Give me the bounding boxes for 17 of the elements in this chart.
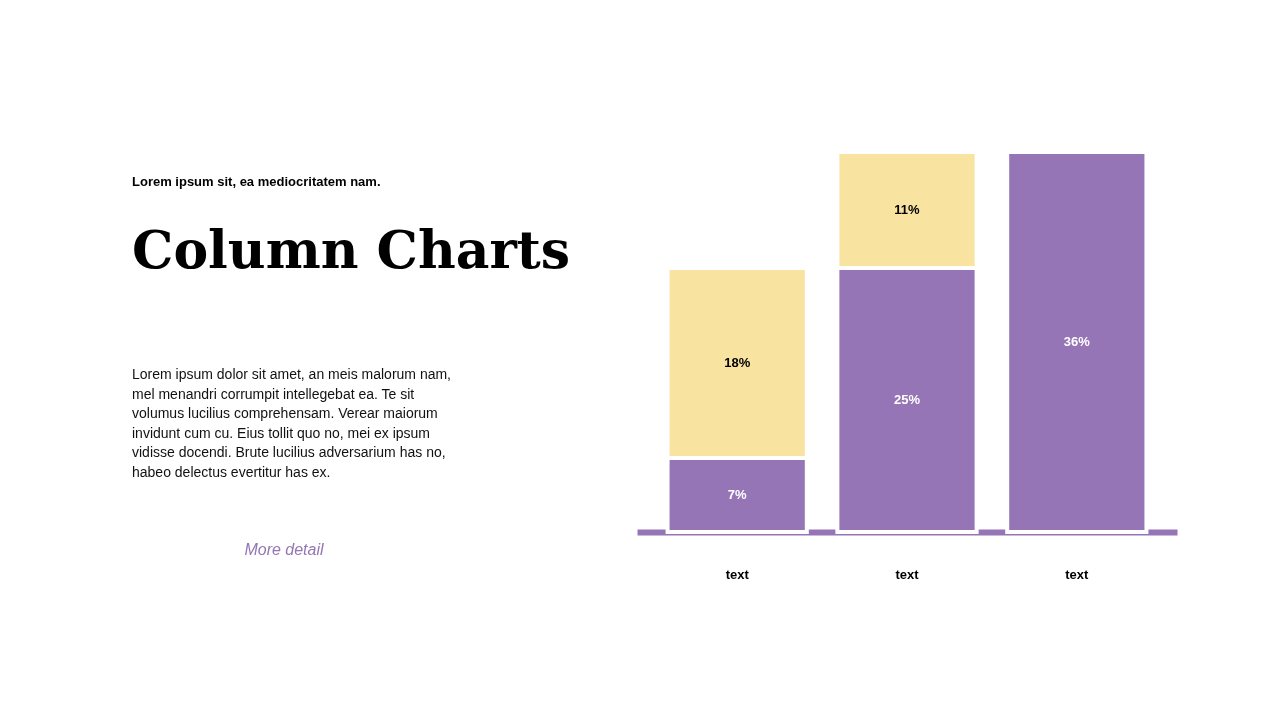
text: invidunt cum cu. Eius tollit quo no, mei ex ipsum (132, 424, 431, 441)
text: Lorem ipsum sit, ea mediocritatem nam. (132, 174, 381, 189)
data-label: 18% (724, 355, 751, 371)
data-label: 11% (894, 202, 921, 218)
text: Lorem ipsum dolor sit amet, an meis malorum nam, (132, 366, 451, 382)
x-tick-label: text (895, 566, 920, 582)
text: Column Charts (132, 219, 571, 280)
text: volumus lucilius comprehensam. Verear maiorum (132, 405, 438, 421)
text: vidisse docendi. Brute lucilius adversarium has no, (132, 444, 446, 460)
data-label: 36% (1063, 334, 1091, 349)
text: mel menandri corrumpit intellegebat ea. Te sit (132, 385, 415, 402)
x-tick-label: text (725, 566, 750, 582)
text: habeo delectus evertitur has ex. (132, 463, 331, 480)
data-label: 7% (727, 487, 748, 503)
data-label: 25% (893, 392, 921, 408)
x-tick-label: text (1065, 566, 1090, 582)
text: More detail (244, 541, 325, 558)
